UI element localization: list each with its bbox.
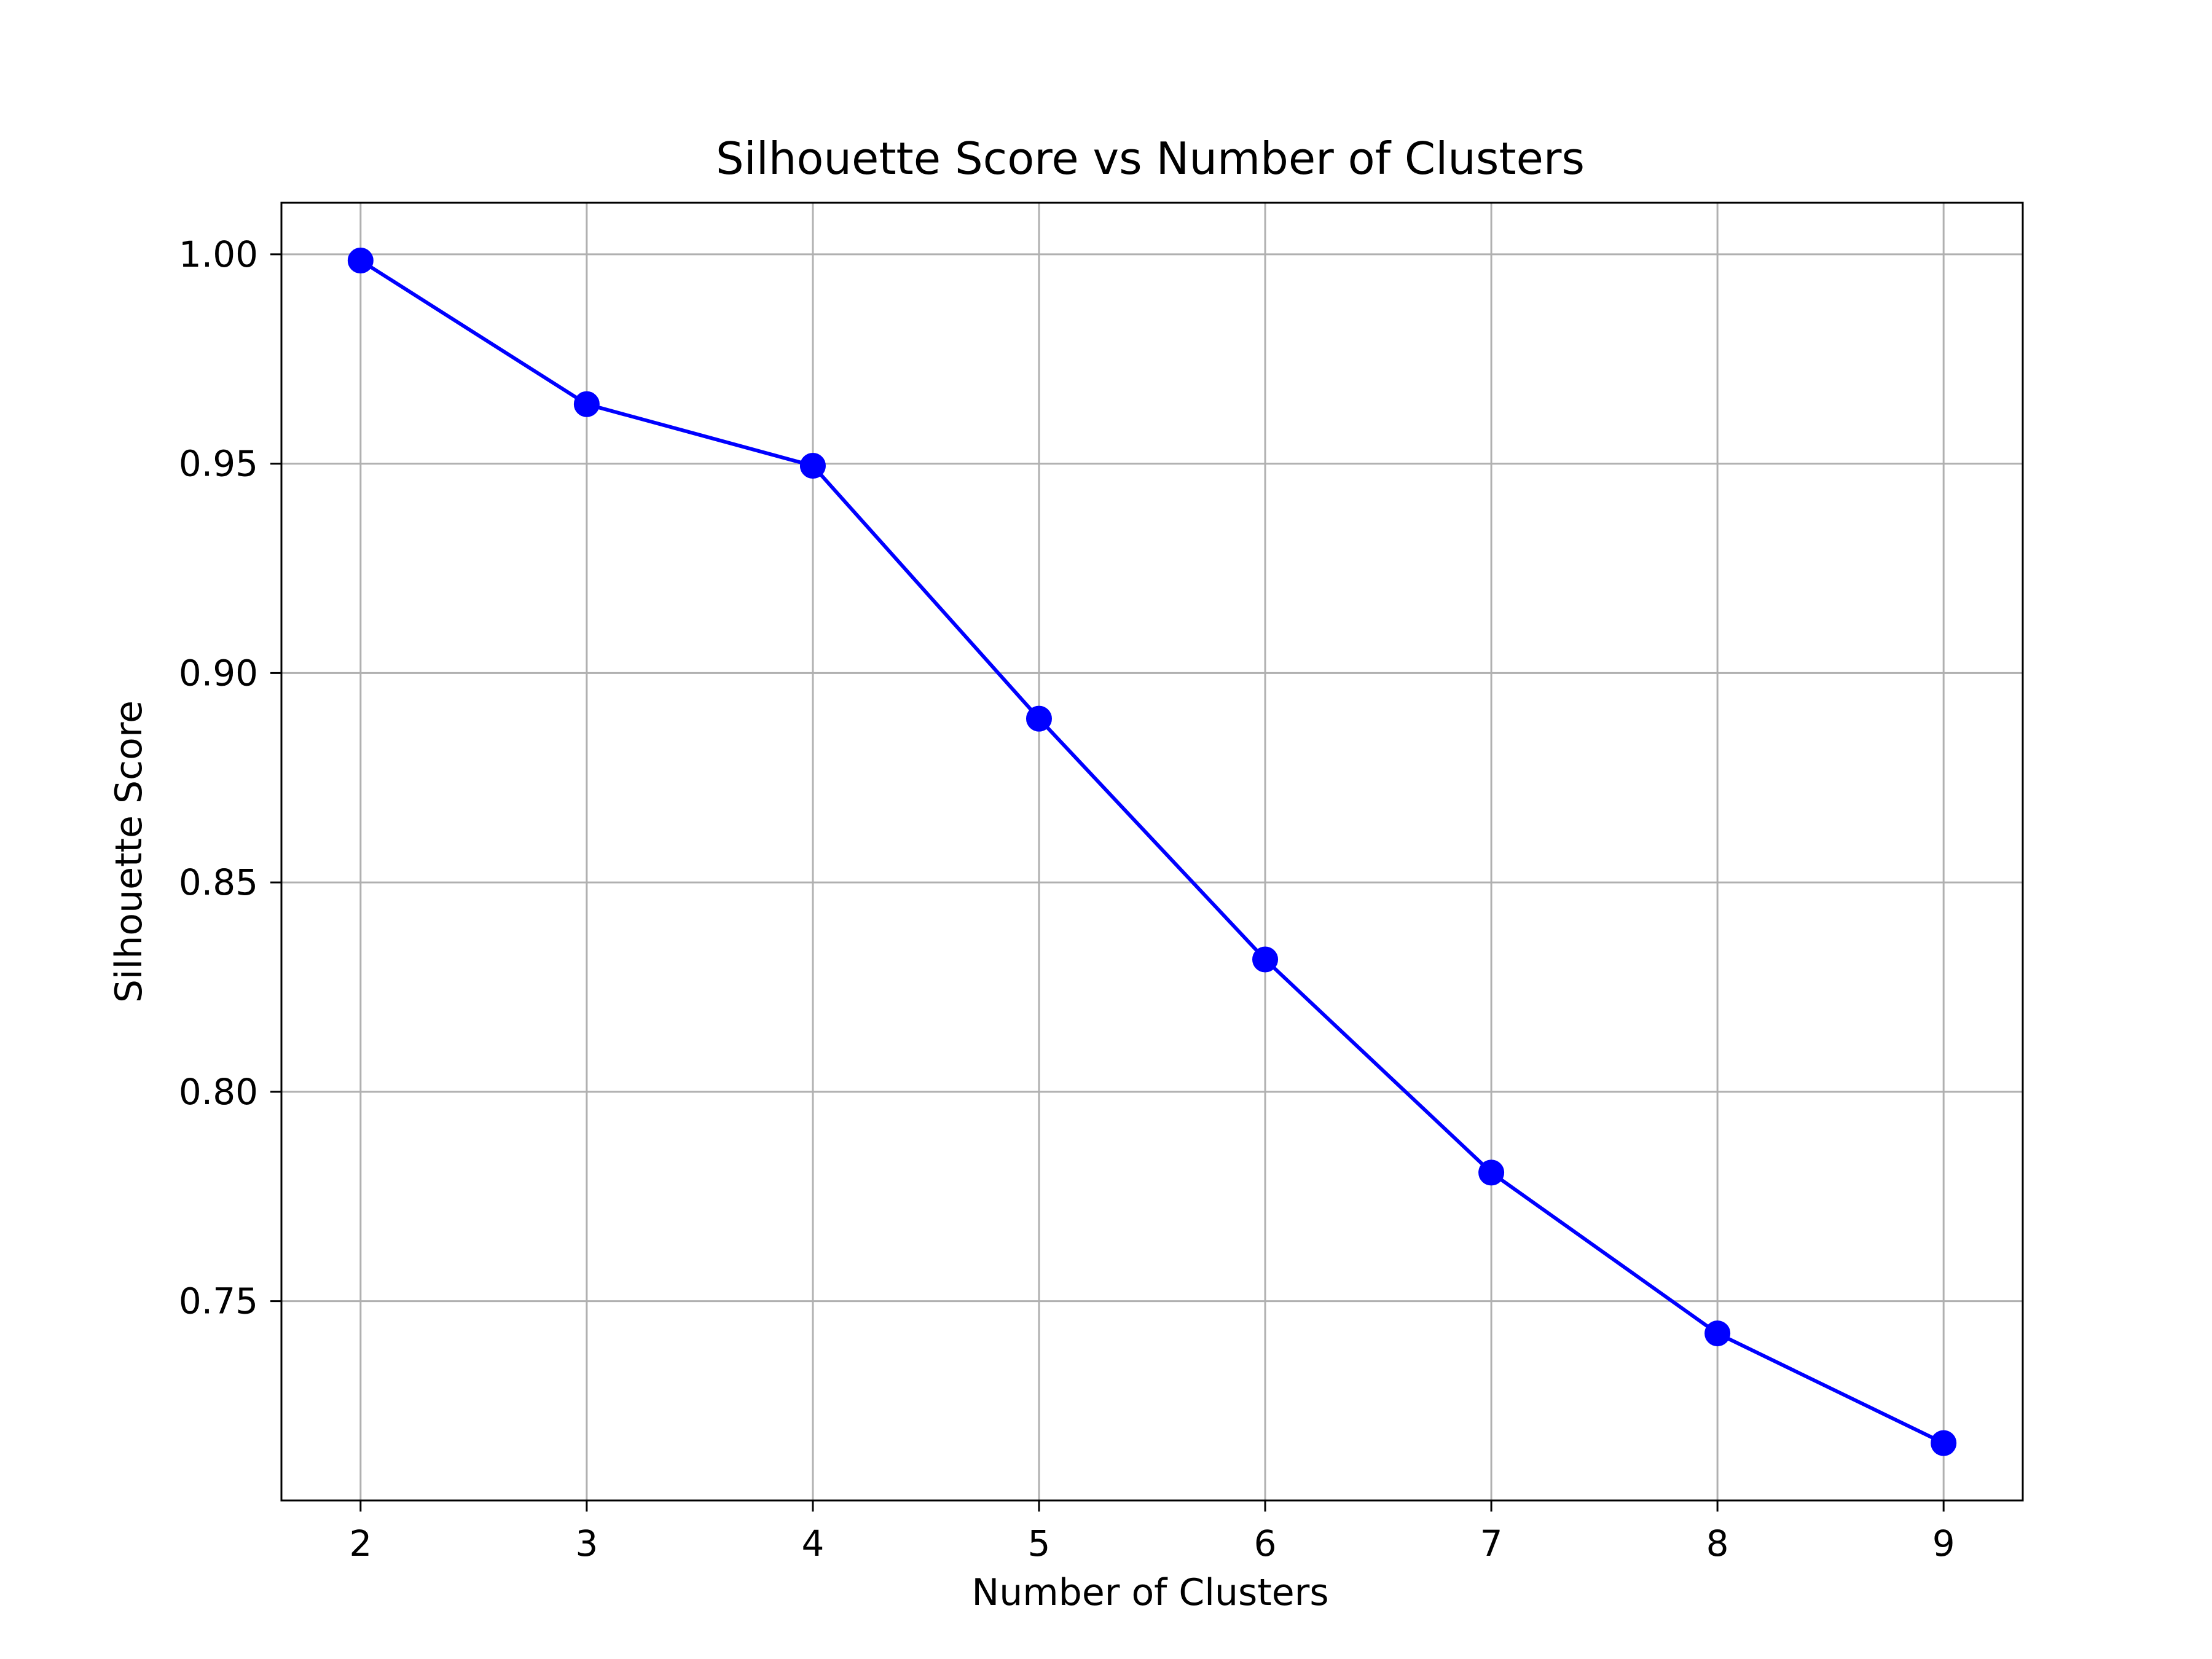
y-tick-label: 0.95 [179, 443, 258, 485]
y-tick-label: 0.90 [179, 652, 258, 694]
series-layer [347, 248, 1957, 1456]
data-point [1252, 946, 1279, 973]
axes-layer [280, 202, 2024, 1502]
data-point [799, 452, 826, 479]
plot-frame [280, 202, 2024, 1502]
y-tick-label: 0.80 [179, 1071, 258, 1113]
ticks-layer: 2 3 4 5 6 7 8 9 0.75 0.80 0.85 0.90 0.95 1.00 [179, 233, 1955, 1564]
series-line [359, 259, 1945, 1445]
data-point [1931, 1430, 1957, 1456]
y-tick-label: 1.00 [179, 233, 258, 275]
y-tick-label: 0.85 [179, 861, 258, 903]
x-axis-label: Number of Clusters [971, 1571, 1328, 1614]
x-tick-label: 4 [801, 1523, 824, 1564]
data-point [1026, 705, 1052, 732]
x-tick-label: 3 [575, 1523, 598, 1564]
data-point [1704, 1320, 1731, 1347]
x-tick-label: 5 [1028, 1523, 1051, 1564]
y-axis-label: Silhouette Score [108, 700, 151, 1003]
chart-title: Silhouette Score vs Number of Clusters [716, 133, 1585, 184]
x-tick-label: 7 [1480, 1523, 1503, 1564]
grid-layer [281, 203, 2023, 1500]
data-point [347, 248, 374, 274]
y-tick-label: 0.75 [179, 1281, 258, 1322]
data-point [1478, 1159, 1505, 1186]
x-tick-label: 8 [1706, 1523, 1729, 1564]
x-tick-label: 2 [349, 1523, 372, 1564]
data-point [573, 391, 600, 417]
x-tick-label: 6 [1254, 1523, 1277, 1564]
x-tick-label: 9 [1932, 1523, 1955, 1564]
